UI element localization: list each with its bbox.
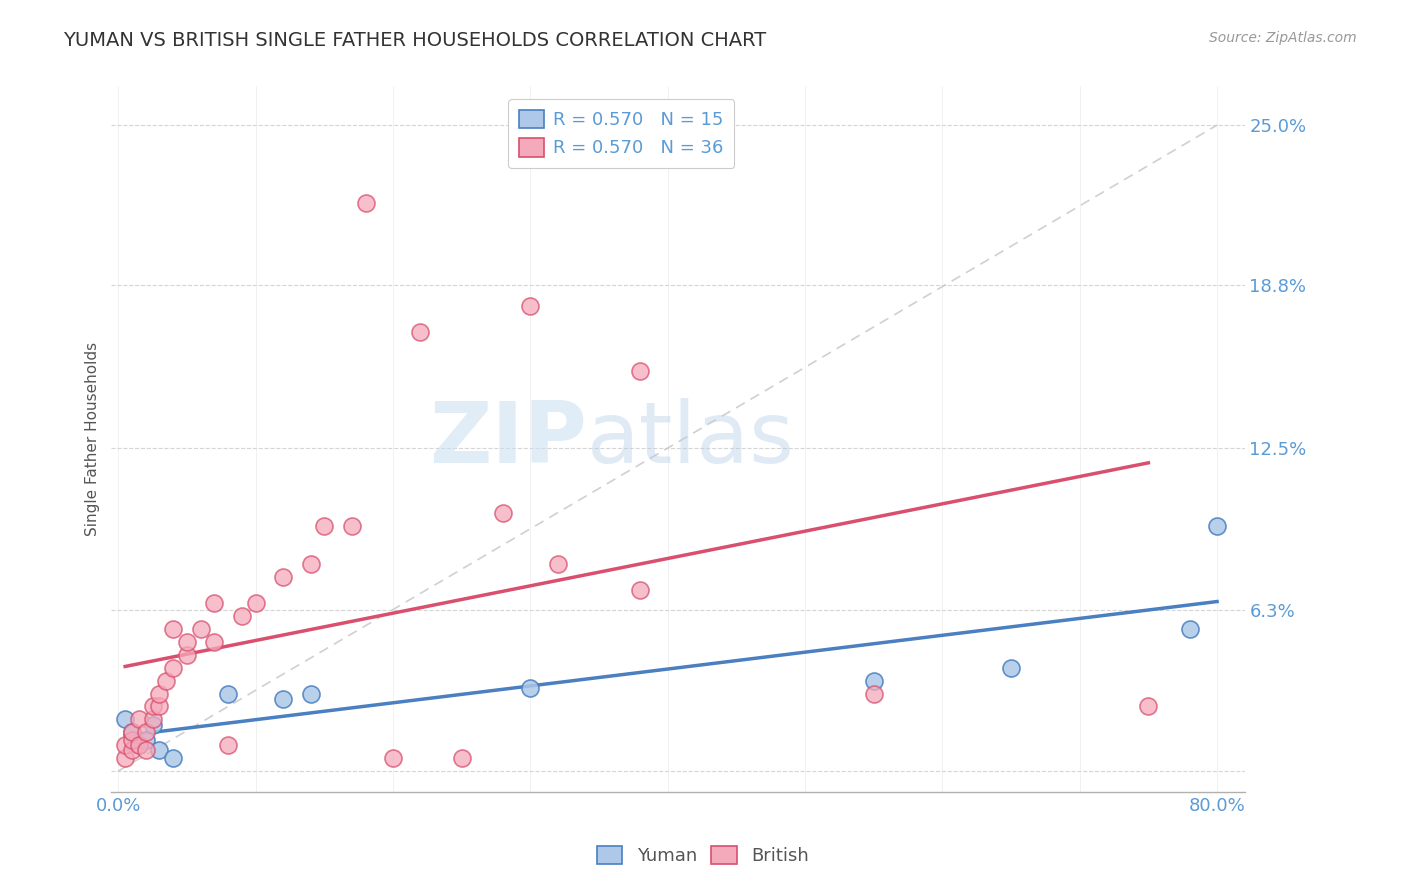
Point	[176, 648, 198, 662]
Point	[1178, 622, 1201, 636]
Point	[155, 673, 177, 688]
Text: ZIP: ZIP	[430, 398, 588, 481]
Point	[204, 596, 226, 610]
Point	[128, 738, 150, 752]
Text: atlas: atlas	[588, 398, 796, 481]
Point	[271, 691, 294, 706]
Point	[519, 299, 541, 313]
Y-axis label: Single Father Households: Single Father Households	[86, 342, 100, 536]
Point	[519, 681, 541, 696]
Point	[162, 751, 184, 765]
Point	[148, 743, 170, 757]
Point	[340, 518, 363, 533]
Point	[148, 699, 170, 714]
Point	[245, 596, 267, 610]
Point	[450, 751, 472, 765]
Point	[217, 686, 239, 700]
Point	[628, 363, 651, 377]
Point	[314, 518, 336, 533]
Point	[114, 738, 136, 752]
Point	[190, 622, 212, 636]
Point	[162, 661, 184, 675]
Point	[862, 686, 884, 700]
Text: YUMAN VS BRITISH SINGLE FATHER HOUSEHOLDS CORRELATION CHART: YUMAN VS BRITISH SINGLE FATHER HOUSEHOLD…	[63, 31, 766, 50]
Point	[135, 725, 157, 739]
Point	[271, 570, 294, 584]
Point	[354, 195, 377, 210]
Legend: Yuman, British: Yuman, British	[591, 838, 815, 872]
Point	[142, 712, 165, 726]
Point	[142, 699, 165, 714]
Point	[135, 733, 157, 747]
Point	[1206, 518, 1229, 533]
Point	[1137, 699, 1160, 714]
Point	[381, 751, 404, 765]
Point	[121, 733, 143, 747]
Point	[114, 751, 136, 765]
Point	[142, 717, 165, 731]
Legend: R = 0.570   N = 15, R = 0.570   N = 36: R = 0.570 N = 15, R = 0.570 N = 36	[508, 99, 734, 169]
Point	[162, 622, 184, 636]
Point	[862, 673, 884, 688]
Point	[148, 686, 170, 700]
Point	[176, 635, 198, 649]
Point	[204, 635, 226, 649]
Point	[299, 558, 322, 572]
Point	[492, 506, 515, 520]
Point	[114, 712, 136, 726]
Point	[231, 609, 253, 624]
Point	[121, 743, 143, 757]
Point	[299, 686, 322, 700]
Point	[628, 583, 651, 598]
Point	[1000, 661, 1022, 675]
Point	[409, 325, 432, 339]
Point	[121, 725, 143, 739]
Point	[121, 725, 143, 739]
Text: Source: ZipAtlas.com: Source: ZipAtlas.com	[1209, 31, 1357, 45]
Point	[135, 743, 157, 757]
Point	[217, 738, 239, 752]
Point	[128, 712, 150, 726]
Point	[547, 558, 569, 572]
Point	[128, 738, 150, 752]
